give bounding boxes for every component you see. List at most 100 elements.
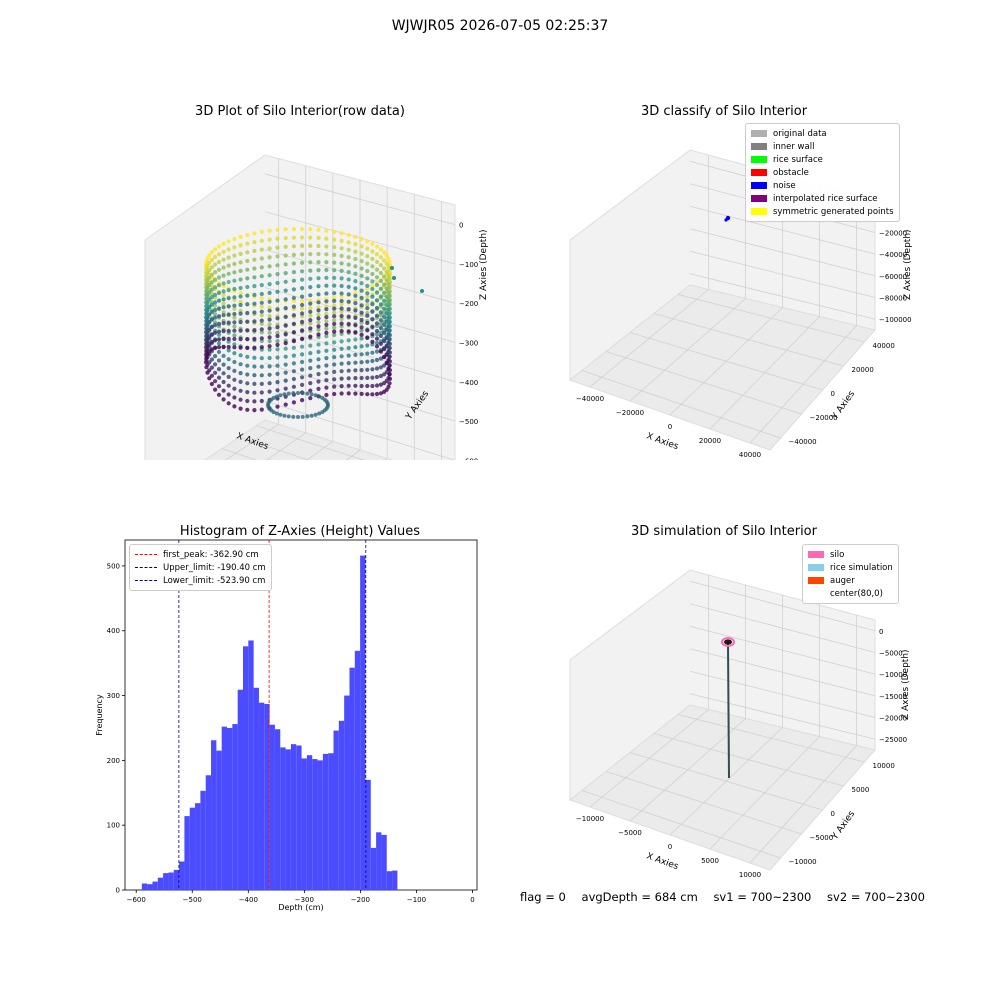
plot1-point [382,389,387,394]
histogram-x-tick: −200 [351,896,370,904]
plot1-point [316,292,321,297]
plot1-z-tick: 0 [459,222,463,230]
plot1-point [245,372,250,377]
plot1-point [238,406,243,411]
plot1-point [332,384,337,389]
plot1-point [346,240,351,245]
plot1-point [374,267,380,272]
plot1-point [308,318,313,323]
plot1-point [359,266,364,271]
plot1-point [245,345,250,350]
plot1-point [207,268,212,273]
plot4-gridlines [581,575,876,864]
plot1-point [238,251,243,256]
plot1-point [216,283,222,288]
plot1-point [387,346,392,351]
plot1-point [378,365,383,370]
plot4-z-tick: −20000 [879,715,907,723]
plot1-point [382,274,387,279]
plot1-point [382,339,387,344]
plot1-point [216,275,222,280]
plot1-point [378,294,383,299]
histogram-bar [338,720,345,890]
plot1-point [316,364,321,369]
plot1-point [283,279,288,284]
histogram-bar [189,807,196,890]
plot1-point [213,262,218,267]
plot2-legend-label: symmetric generated points [773,206,894,217]
plot1-point [296,391,300,395]
plot1-point [339,339,344,344]
plot1-point [226,320,231,325]
plot1-point [259,229,264,234]
plot1-point [300,344,305,349]
plot1-point [300,243,305,248]
plot1-point [308,285,313,290]
plot1-point [320,410,325,415]
histogram-title: Histogram of Z-Axies (Height) Values [179,524,421,539]
plot1-point [353,345,358,350]
plot1-point [390,266,394,270]
plot1-point [238,260,243,265]
plot1-point [374,374,380,380]
plot1-point [339,324,344,329]
plot1-point [365,306,370,311]
plot1-point [374,332,380,337]
plot1-point [267,389,272,394]
plot2-y-tick: 40000 [873,342,895,350]
plot1-point [259,296,264,301]
plot1-point [353,286,358,291]
histogram-axes[interactable]: −600 −500 −400 −300 −200 −100 0 0 100 200 300 400 5… [90,535,490,920]
histogram-legend-label: first_peak: -362.90 cm [163,549,259,560]
plot1-point [339,321,344,326]
plot1-point [221,241,226,246]
plot1-point [221,297,226,302]
plot1-point [291,235,296,240]
plot1-point [308,373,313,378]
plot4-z-tick: 0 [879,628,883,636]
plot1-point [359,303,364,308]
plot2-legend-entry: rice surface [751,153,894,166]
histogram-bar [253,687,259,890]
plot1-point [374,305,380,311]
plot1-point [259,345,264,350]
plot1-point [216,345,222,350]
plot1-point [332,318,337,323]
plot1-point [267,372,272,377]
histogram-bar [365,779,371,890]
plot1-point [238,371,243,376]
plot1-point [346,368,351,373]
plot1-point [221,310,226,315]
plot1-point [386,324,391,329]
plot4-3d-axes[interactable]: −10000 −5000 0 5000 10000 −10000 −5000 0 5000 100… [540,540,940,880]
plot1-point [226,392,231,397]
plot1-point [359,288,364,293]
plot1-point [267,264,272,269]
plot1-point [339,369,344,374]
plot1-point [259,265,264,270]
plot1-point [209,250,214,255]
histogram-bar [221,726,228,890]
plot1-point [216,329,222,334]
plot1-point [245,363,250,368]
plot1-point [300,302,305,308]
plot1-3d-axes[interactable]: −400−2000200400600800−600−400−2000200400… [100,120,520,460]
plot1-point [374,340,380,346]
plot1-point [324,252,329,257]
plot2-y-tick: 20000 [852,366,874,374]
plot1-point [259,407,264,412]
plot1-point [309,392,314,397]
plot1-point [365,351,370,356]
plot1-point [209,324,214,329]
plot1-point [275,272,280,277]
plot1-point [238,277,243,282]
plot1-point [232,278,237,283]
plot1-point [259,330,264,335]
plot1-point [207,297,212,302]
plot1-point [252,275,257,280]
plot1-point [213,315,218,320]
plot1-point [300,367,305,372]
plot1-point [245,258,250,264]
plot1-point [374,357,380,363]
plot1-point [339,268,344,273]
